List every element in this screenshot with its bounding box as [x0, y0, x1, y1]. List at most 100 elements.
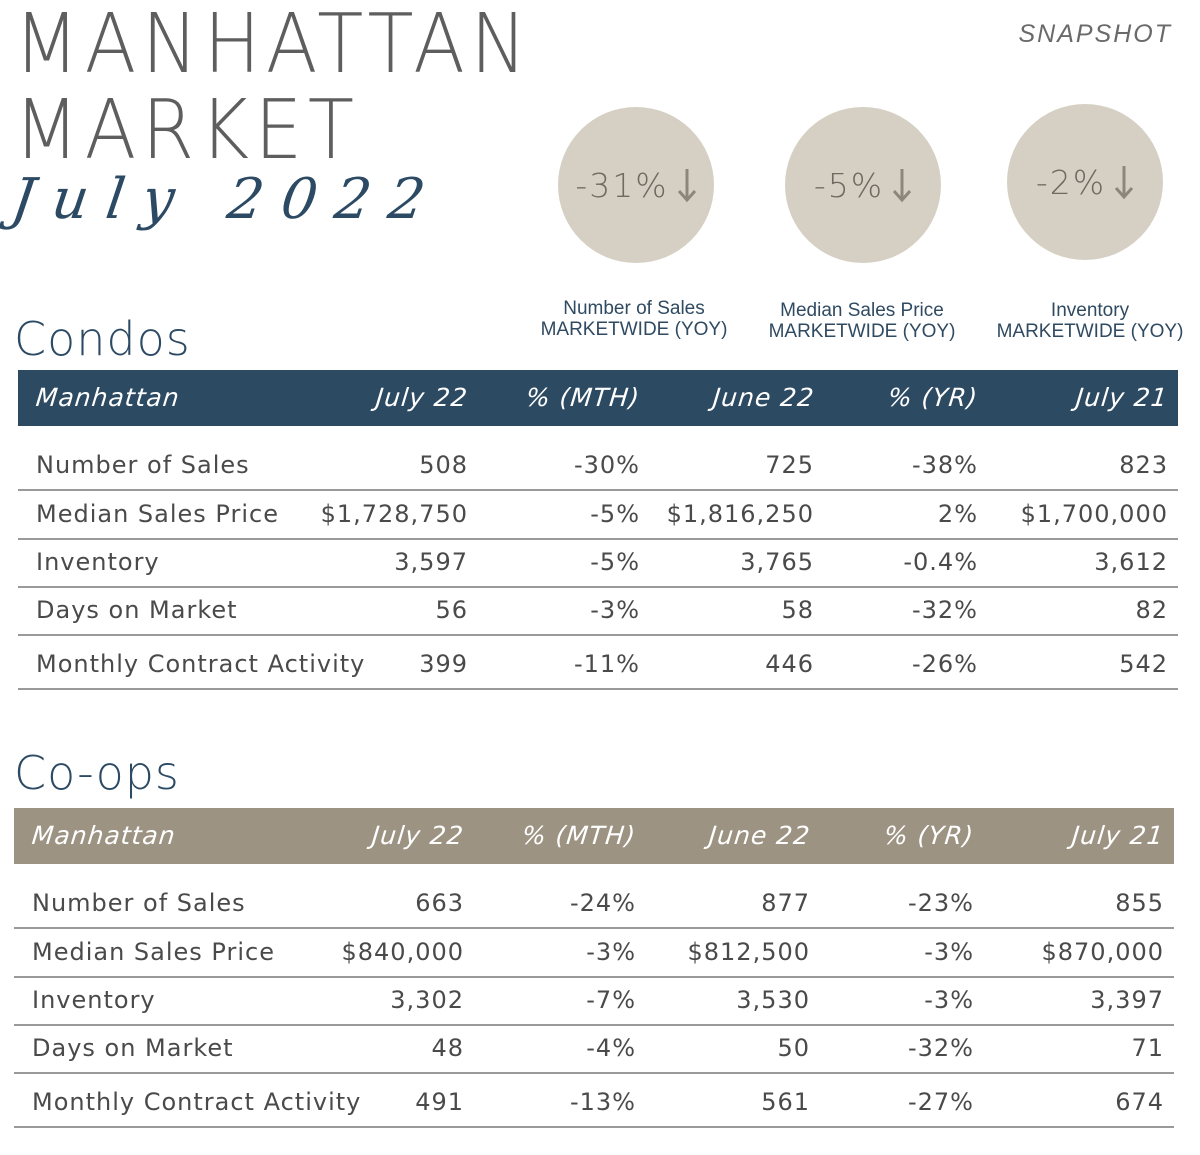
- cell-prior-month: 561: [761, 1088, 810, 1116]
- table-row: Number of Sales 663 -24% 877 -23% 855: [14, 879, 1174, 929]
- cell-year-change: -38%: [911, 451, 978, 479]
- table-row: Days on Market 56 -3% 58 -32% 82: [18, 586, 1178, 636]
- cell-current-month: $1,728,750: [320, 500, 468, 528]
- cell-year-change: -3%: [924, 986, 974, 1014]
- header-prior-year: July 21: [1074, 383, 1170, 412]
- kpi-label-line2: MARKETWIDE (YOY): [768, 321, 956, 342]
- cell-prior-month: $812,500: [687, 938, 810, 966]
- cell-prior-year: 855: [1115, 889, 1164, 917]
- cell-year-change: -32%: [911, 596, 978, 624]
- cell-current-month: 663: [415, 889, 464, 917]
- cell-prior-year: 823: [1119, 451, 1168, 479]
- cell-month-change: -24%: [569, 889, 636, 917]
- row-label: Inventory: [32, 986, 156, 1014]
- condos-table-header: Manhattan July 22 % (MTH) June 22 % (YR) July…: [18, 370, 1178, 426]
- kpi-label-line2: MARKETWIDE (YOY): [540, 319, 728, 340]
- cell-prior-month: 3,530: [736, 986, 810, 1014]
- header-prior-month: June 22: [711, 383, 816, 412]
- table-row: Median Sales Price $840,000 -3% $812,500 -3%…: [14, 928, 1174, 978]
- kpi-circle-sales: -31%: [558, 107, 714, 263]
- kpi-label-line1: Inventory: [1050, 300, 1130, 321]
- arrow-down-icon: [892, 167, 912, 203]
- cell-prior-year: 82: [1135, 596, 1168, 624]
- cell-month-change: -5%: [590, 500, 640, 528]
- row-label: Median Sales Price: [32, 938, 275, 966]
- row-label: Days on Market: [32, 1034, 234, 1062]
- row-label: Monthly Contract Activity: [36, 650, 366, 678]
- cell-prior-year: 3,397: [1090, 986, 1164, 1014]
- kpi-label-inventory: Inventory MARKETWIDE (YOY): [980, 300, 1200, 342]
- arrow-down-icon: [677, 167, 697, 203]
- report-date: July 2022: [7, 167, 448, 232]
- kpi-value: -2%: [1035, 162, 1107, 202]
- cell-prior-year: $1,700,000: [1020, 500, 1168, 528]
- cell-month-change: -4%: [586, 1034, 636, 1062]
- header-location: Manhattan: [30, 821, 178, 850]
- table-row: Median Sales Price $1,728,750 -5% $1,816,25…: [18, 490, 1178, 540]
- header-current-month: July 22: [370, 821, 466, 850]
- kpi-value: -31%: [575, 165, 669, 205]
- cell-current-month: 508: [419, 451, 468, 479]
- header-current-month: July 22: [374, 383, 470, 412]
- cell-prior-month: $1,816,250: [666, 500, 814, 528]
- cell-prior-month: 725: [765, 451, 814, 479]
- kpi-label-line1: Number of Sales: [563, 298, 705, 319]
- table-row: Monthly Contract Activity 399 -11% 446 -26% 5…: [18, 640, 1178, 690]
- cell-prior-year: 3,612: [1094, 548, 1168, 576]
- cell-prior-month: 3,765: [740, 548, 814, 576]
- coops-table-header: Manhattan July 22 % (MTH) June 22 % (YR) July…: [14, 808, 1174, 864]
- row-label: Number of Sales: [36, 451, 250, 479]
- kpi-label-price: Median Sales Price MARKETWIDE (YOY): [752, 300, 972, 342]
- title-line-1: MANHATTAN: [14, 0, 533, 92]
- cell-year-change: -27%: [907, 1088, 974, 1116]
- cell-current-month: 56: [435, 596, 468, 624]
- cell-prior-year: 542: [1119, 650, 1168, 678]
- table-row: Days on Market 48 -4% 50 -32% 71: [14, 1024, 1174, 1074]
- header-location: Manhattan: [34, 383, 182, 412]
- cell-prior-year: $870,000: [1041, 938, 1164, 966]
- cell-month-change: -13%: [569, 1088, 636, 1116]
- cell-prior-month: 58: [781, 596, 814, 624]
- title-line-2: MARKET: [14, 83, 360, 178]
- kpi-label-line2: MARKETWIDE (YOY): [996, 321, 1184, 342]
- cell-prior-month: 50: [777, 1034, 810, 1062]
- cell-month-change: -3%: [586, 938, 636, 966]
- header-prior-year: July 21: [1070, 821, 1166, 850]
- cell-month-change: -30%: [573, 451, 640, 479]
- arrow-down-icon: [1114, 164, 1134, 200]
- kpi-label-sales: Number of Sales MARKETWIDE (YOY): [524, 298, 744, 340]
- header-month-change: % (MTH): [520, 821, 638, 850]
- row-label: Monthly Contract Activity: [32, 1088, 362, 1116]
- kpi-circle-inventory: -2%: [1007, 104, 1163, 260]
- row-label: Median Sales Price: [36, 500, 279, 528]
- cell-month-change: -5%: [590, 548, 640, 576]
- cell-year-change: -0.4%: [903, 548, 978, 576]
- cell-year-change: -23%: [907, 889, 974, 917]
- header-year-change: % (YR): [882, 821, 976, 850]
- table-row: Inventory 3,302 -7% 3,530 -3% 3,397: [14, 976, 1174, 1026]
- coops-section-title: Co-ops: [14, 746, 180, 800]
- cell-month-change: -7%: [586, 986, 636, 1014]
- header-prior-month: June 22: [707, 821, 812, 850]
- cell-year-change: -3%: [924, 938, 974, 966]
- cell-year-change: 2%: [937, 500, 978, 528]
- kpi-label-line1: Median Sales Price: [780, 300, 944, 321]
- cell-prior-year: 674: [1115, 1088, 1164, 1116]
- snapshot-label: SNAPSHOT: [1018, 20, 1172, 48]
- cell-current-month: $840,000: [341, 938, 464, 966]
- cell-prior-month: 877: [761, 889, 810, 917]
- cell-current-month: 3,302: [390, 986, 464, 1014]
- row-label: Days on Market: [36, 596, 238, 624]
- row-label: Number of Sales: [32, 889, 246, 917]
- condos-section-title: Condos: [14, 312, 191, 366]
- cell-current-month: 491: [415, 1088, 464, 1116]
- cell-current-month: 399: [419, 650, 468, 678]
- table-row: Inventory 3,597 -5% 3,765 -0.4% 3,612: [18, 538, 1178, 588]
- kpi-circle-price: -5%: [785, 107, 941, 263]
- cell-year-change: -32%: [907, 1034, 974, 1062]
- kpi-value: -5%: [813, 165, 885, 205]
- cell-prior-year: 71: [1131, 1034, 1164, 1062]
- cell-year-change: -26%: [911, 650, 978, 678]
- cell-prior-month: 446: [765, 650, 814, 678]
- cell-month-change: -11%: [573, 650, 640, 678]
